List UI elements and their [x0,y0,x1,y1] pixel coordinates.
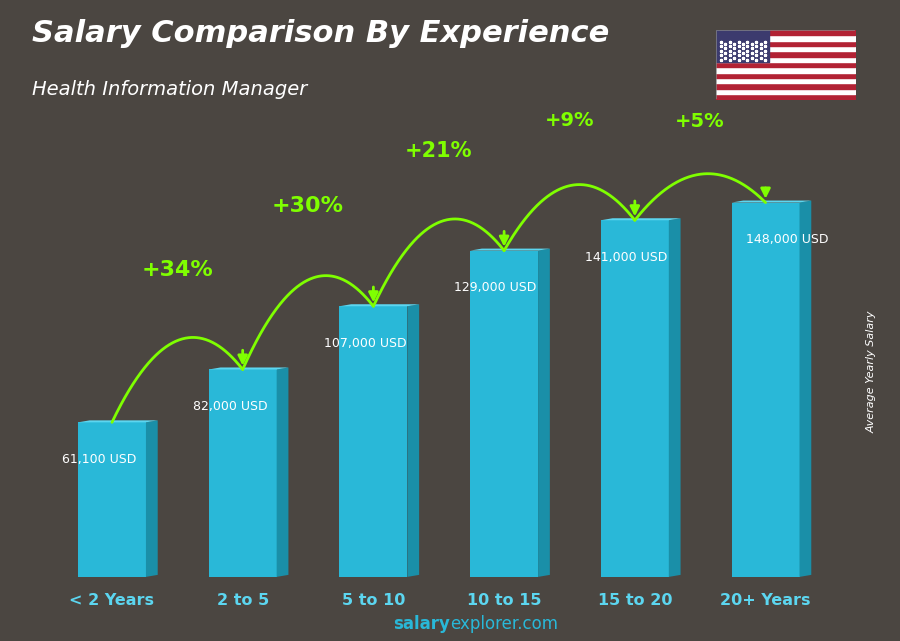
Polygon shape [799,201,811,577]
Polygon shape [408,304,419,577]
Text: 61,100 USD: 61,100 USD [62,453,137,466]
Polygon shape [732,203,799,577]
Text: 148,000 USD: 148,000 USD [746,233,828,246]
Text: 82,000 USD: 82,000 USD [193,400,267,413]
Text: +5%: +5% [675,112,725,131]
Polygon shape [669,218,680,577]
Polygon shape [276,367,288,577]
Text: Average Yearly Salary: Average Yearly Salary [866,310,877,433]
Polygon shape [470,251,538,577]
Text: Salary Comparison By Experience: Salary Comparison By Experience [32,19,608,48]
Polygon shape [146,420,158,577]
Polygon shape [78,420,158,422]
Text: +21%: +21% [405,141,472,161]
Text: 107,000 USD: 107,000 USD [324,337,406,349]
Polygon shape [601,218,680,221]
Polygon shape [601,221,669,577]
Text: +30%: +30% [272,196,344,217]
Text: +9%: +9% [544,112,594,130]
Polygon shape [78,422,146,577]
Polygon shape [732,201,811,203]
Polygon shape [209,369,276,577]
Text: +34%: +34% [141,260,213,279]
Polygon shape [339,304,419,306]
Polygon shape [339,306,408,577]
Text: 141,000 USD: 141,000 USD [585,251,668,263]
Text: Health Information Manager: Health Information Manager [32,80,307,99]
Text: salary: salary [393,615,450,633]
Polygon shape [538,249,550,577]
Polygon shape [209,367,288,369]
Text: explorer.com: explorer.com [450,615,558,633]
Text: 129,000 USD: 129,000 USD [454,281,536,294]
Polygon shape [470,249,550,251]
